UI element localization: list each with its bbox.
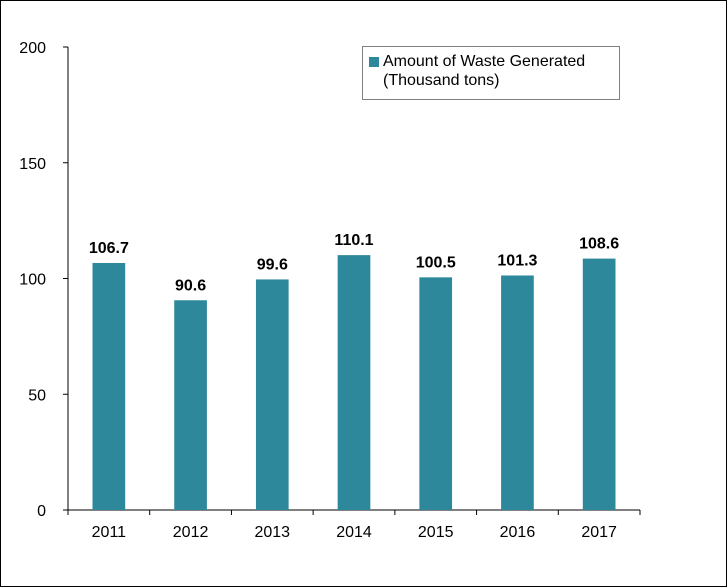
bar	[174, 300, 207, 510]
bar	[255, 279, 289, 510]
legend: Amount of Waste Generated (Thousand tons…	[362, 46, 620, 100]
y-axis: 0 50 100 150 200	[19, 40, 69, 520]
y-tick-label: 200	[19, 40, 46, 57]
y-tick-label: 150	[19, 156, 46, 173]
legend-line-2: (Thousand tons)	[383, 72, 500, 89]
data-labels: 106.7 90.6 99.6 110.1 100.5 101.3 108.6	[89, 232, 619, 294]
x-axis: 2011 2012 2013 2014 2015 2016 2017	[67, 509, 641, 541]
x-tick-label: 2016	[500, 524, 536, 541]
bar	[501, 275, 534, 510]
bar-series	[92, 255, 616, 510]
y-tick-label: 0	[37, 503, 46, 520]
legend-line-1: Amount of Waste Generated	[383, 53, 586, 70]
bar	[419, 277, 453, 510]
x-tick-label: 2012	[173, 524, 209, 541]
x-tick-label: 2014	[336, 524, 372, 541]
data-label: 90.6	[175, 277, 206, 294]
x-tick-label: 2013	[254, 524, 290, 541]
x-tick-label: 2017	[581, 524, 617, 541]
data-label: 106.7	[89, 240, 129, 257]
x-tick-label: 2011	[92, 524, 127, 541]
data-label: 110.1	[334, 232, 373, 249]
legend-swatch	[369, 57, 379, 67]
data-label: 99.6	[257, 256, 288, 273]
y-tick-label: 50	[28, 387, 46, 404]
data-label: 101.3	[497, 252, 537, 269]
bar	[337, 255, 371, 510]
bar	[92, 262, 126, 510]
legend-label: Amount of Waste Generated (Thousand tons…	[383, 52, 585, 90]
x-tick-label: 2015	[418, 524, 454, 541]
y-tick-label: 100	[19, 272, 46, 289]
data-label: 100.5	[416, 254, 456, 271]
bar	[582, 258, 616, 510]
data-label: 108.6	[579, 236, 619, 253]
